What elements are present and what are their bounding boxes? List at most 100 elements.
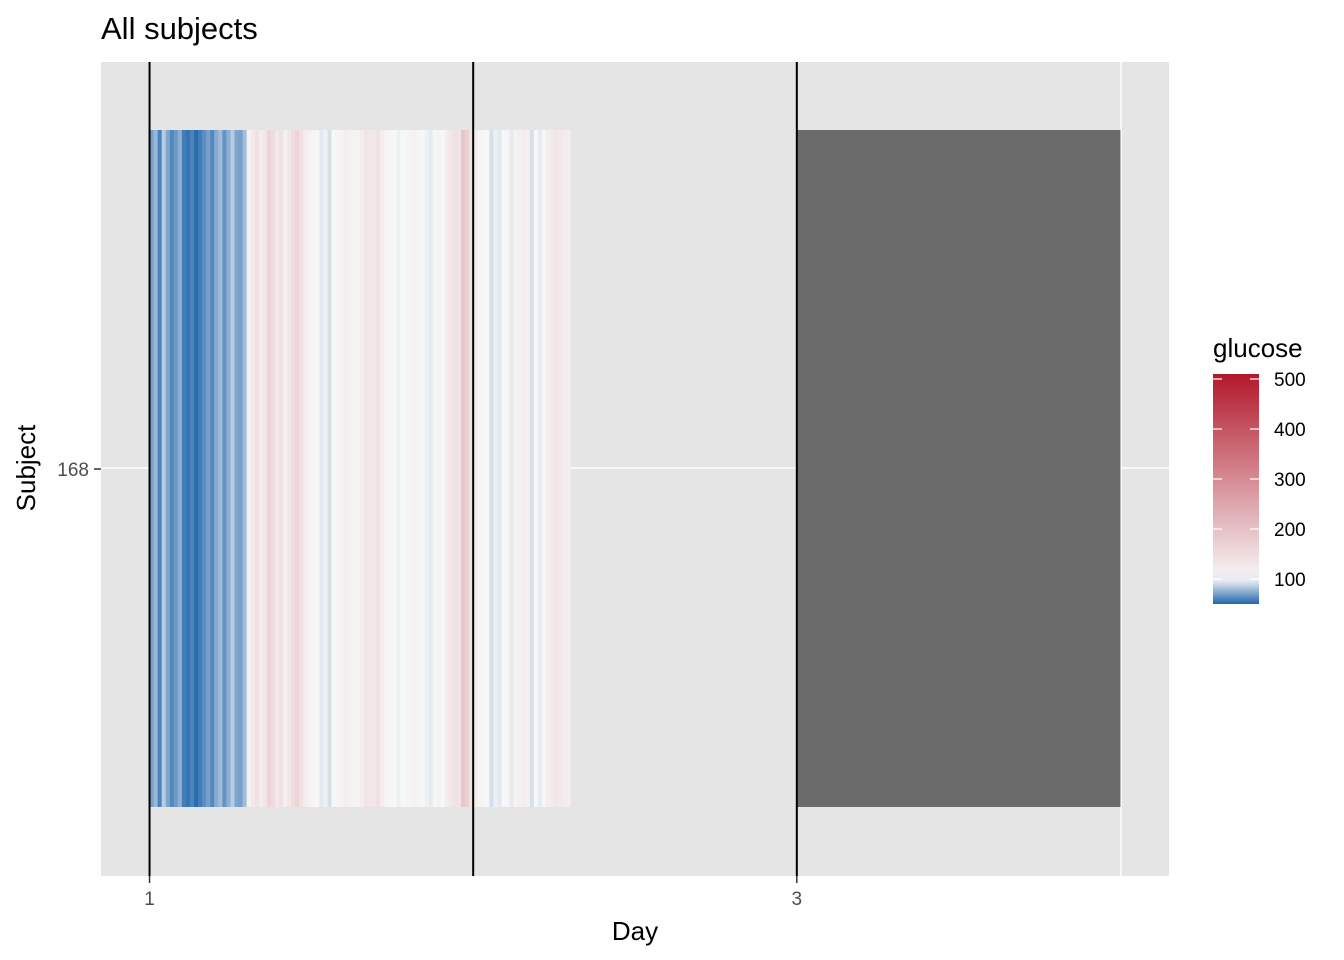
heatmap-tile [242, 130, 248, 807]
heatmap-tile [420, 130, 426, 807]
heatmap-tile [173, 130, 179, 807]
heatmap-tile [372, 130, 377, 807]
heatmap-tile [230, 130, 236, 807]
missing-data-block [796, 130, 1121, 807]
heatmap-tile [214, 130, 219, 807]
heatmap-tile [274, 130, 280, 807]
heatmap-tile [287, 130, 292, 807]
heatmap-tile [307, 130, 312, 807]
x-axis-title: Day [612, 916, 658, 946]
heatmap-tile [218, 130, 223, 807]
heatmap-tile [404, 130, 410, 807]
heatmap-tile [363, 130, 369, 807]
heatmap-tile [190, 130, 195, 807]
heatmap-tile [161, 130, 167, 807]
heatmap-tile [376, 130, 381, 807]
heatmap-tile [315, 130, 321, 807]
heatmap-tile [254, 130, 260, 807]
heatmap-tile [335, 130, 341, 807]
heatmap-tile [481, 130, 486, 807]
heatmap-tile [355, 130, 361, 807]
heatmap-tile [238, 130, 244, 807]
x-tick-label: 3 [792, 889, 803, 910]
heatmap-tile [461, 130, 466, 807]
heatmap-tile [497, 130, 503, 807]
heatmap-tile [432, 130, 438, 807]
heatmap-tile [165, 130, 171, 807]
heatmap-tile [562, 130, 567, 807]
heatmap-tile [153, 130, 159, 807]
heatmap-tile [501, 130, 507, 807]
heatmap-tiles [149, 130, 1121, 807]
heatmap-tile [311, 130, 317, 807]
heatmap-tile [234, 130, 240, 807]
heatmap-tile [485, 130, 490, 807]
heatmap-tile [392, 130, 397, 807]
heatmap-tile [554, 130, 559, 807]
heatmap-tile [359, 130, 365, 807]
heatmap-tile [202, 130, 207, 807]
heatmap-tile [408, 130, 414, 807]
heatmap-tile [525, 130, 531, 807]
heatmap-tile [351, 130, 357, 807]
heatmap-tile [347, 130, 353, 807]
legend-title: glucose [1213, 333, 1303, 363]
y-axis-title: Subject [11, 424, 41, 511]
heatmap-tile [295, 130, 300, 807]
heatmap-tile [452, 130, 458, 807]
heatmap-tile [465, 130, 470, 807]
legend-tick-label: 400 [1274, 420, 1306, 441]
heatmap-tile [388, 130, 393, 807]
heatmap-tile [299, 130, 304, 807]
heatmap-tile [550, 130, 555, 807]
heatmap-tile [331, 130, 337, 807]
heatmap-tile [327, 130, 333, 807]
heatmap-tile [412, 130, 418, 807]
heatmap-tile [181, 130, 187, 807]
heatmap-tile [198, 130, 203, 807]
heatmap-tile [448, 130, 454, 807]
legend-tick-label: 300 [1274, 470, 1306, 491]
heatmap-tile [428, 130, 434, 807]
heatmap-tile [266, 130, 272, 807]
heatmap-tile [283, 130, 288, 807]
heatmap-tile [303, 130, 308, 807]
heatmap-tile [566, 130, 571, 807]
heatmap-tile [210, 130, 215, 807]
heatmap-tile [380, 130, 385, 807]
heatmap-tile [558, 130, 563, 807]
heatmap-tile [416, 130, 422, 807]
y-axis: 168 [57, 460, 101, 481]
legend-colorbar [1213, 374, 1259, 604]
heatmap-tile [319, 130, 325, 807]
chart-title: All subjects [101, 11, 258, 46]
heatmap-tile [169, 130, 175, 807]
heatmap-tile [206, 130, 211, 807]
heatmap-tile [469, 130, 474, 807]
heatmap-tile [529, 130, 535, 807]
heatmap-tile [513, 130, 519, 807]
heatmap-tile [185, 130, 191, 807]
legend-tick-label: 200 [1274, 520, 1306, 541]
heatmap-tile [541, 130, 547, 807]
heatmap-tile [194, 130, 199, 807]
day-boundaries [148, 62, 798, 876]
heatmap-tile [291, 130, 296, 807]
heatmap-tile [262, 130, 268, 807]
heatmap-tile [473, 130, 478, 807]
heatmap-tile [222, 130, 228, 807]
y-tick-label: 168 [57, 460, 89, 481]
heatmap-tile [444, 130, 450, 807]
heatmap-tile [157, 130, 163, 807]
heatmap-tile [400, 130, 406, 807]
heatmap-tile [436, 130, 442, 807]
heatmap-tile [226, 130, 232, 807]
heatmap-tile [246, 130, 252, 807]
heatmap-tile [537, 130, 543, 807]
heatmap-tile [384, 130, 389, 807]
heatmap-tile [339, 130, 345, 807]
heatmap-tile [533, 130, 539, 807]
heatmap-tile [509, 130, 515, 807]
